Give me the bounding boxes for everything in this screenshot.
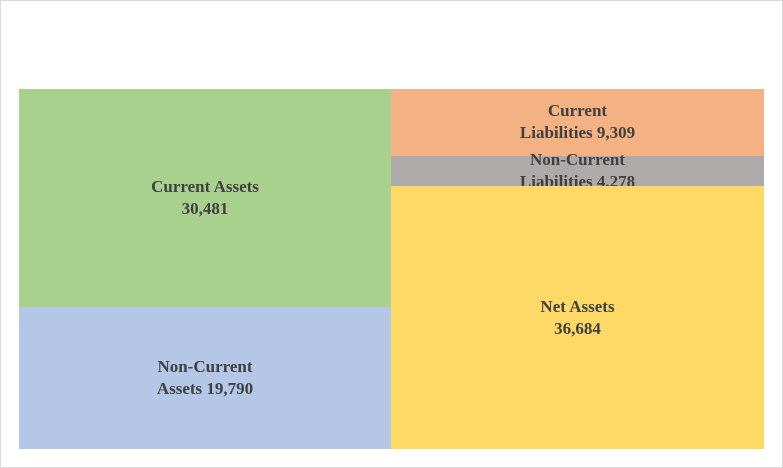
treemap-block-non-current-assets [19, 307, 391, 449]
treemap-label-non-current-liabilities: Non-Current Liabilities 4,278 [519, 149, 636, 191]
treemap-label-current-liabilities: Current Liabilities 9,309 [519, 101, 636, 143]
treemap-label-current-assets: Current Assets 30,481 [151, 177, 259, 219]
treemap-label-net-assets: Net Assets 36,684 [540, 296, 615, 338]
treemap-block-net-assets [391, 186, 764, 449]
treemap-block-non-current-liabilities [391, 155, 764, 187]
treemap-block-current-liabilities [391, 89, 764, 156]
treemap-block-current-assets [19, 89, 391, 308]
treemap-label-non-current-assets: Non-Current Assets 19,790 [156, 357, 254, 399]
